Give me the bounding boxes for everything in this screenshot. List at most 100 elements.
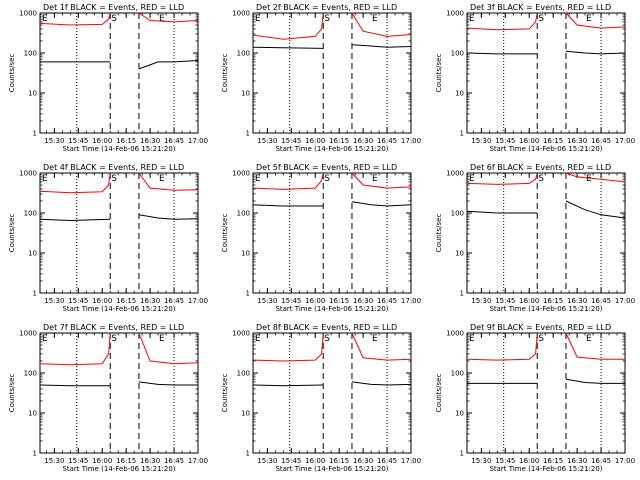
chart-panel: Det 3f BLACK = Events, RED = LLD 1 10 100 10…: [435, 3, 635, 153]
x-tick-label: 15:30: [471, 297, 491, 305]
marker-end-e: E: [586, 14, 592, 24]
marker-start-s: S: [538, 174, 544, 184]
marker-left-e: E: [469, 174, 475, 184]
marker-end-e: E: [372, 334, 378, 344]
x-axis-label: Start Time (14-Feb-06 15:21:20): [62, 465, 175, 473]
y-tick-label: 10: [241, 410, 250, 418]
x-tick-label: 16:45: [164, 297, 184, 305]
chart-panel: Det 6f BLACK = Events, RED = LLD 1 10 100 10…: [435, 163, 635, 313]
marker-end-e: E: [372, 14, 378, 24]
marker-start-s: S: [324, 174, 330, 184]
y-tick-label: 1: [246, 450, 250, 458]
x-axis-label: Start Time (14-Feb-06 15:21:20): [275, 305, 388, 313]
marker-left-e: E: [42, 14, 48, 24]
x-tick-label: 16:45: [164, 137, 184, 145]
x-tick-label: 15:45: [68, 297, 88, 305]
y-tick-label: 10: [455, 250, 464, 258]
x-tick-label: 15:45: [495, 457, 515, 465]
events-series-line: [39, 214, 199, 222]
x-tick-label: 17:00: [188, 457, 208, 465]
plot-frame: [252, 332, 412, 454]
marker-left-e: E: [469, 334, 475, 344]
marker-left-e: E: [255, 14, 261, 24]
y-tick-label: 100: [451, 370, 464, 378]
chart-title: Det 6f BLACK = Events, RED = LLD: [470, 163, 611, 172]
y-axis-label: Counts/sec: [8, 374, 16, 413]
marker-start-s: S: [111, 14, 117, 24]
events-series-line: [40, 60, 199, 70]
x-tick-label: 16:45: [377, 297, 397, 305]
chart-title: Det 8f BLACK = Events, RED = LLD: [256, 323, 397, 332]
x-axis-label: Start Time (14-Feb-06 15:21:20): [275, 145, 388, 153]
x-tick-label: 16:30: [140, 457, 160, 465]
x-tick-label: 15:45: [281, 457, 301, 465]
x-tick-label: 16:00: [305, 457, 325, 465]
lld-series-line: [466, 172, 626, 185]
x-tick-label: 15:30: [257, 297, 277, 305]
x-tick-label: 16:30: [353, 137, 373, 145]
x-tick-label: 16:00: [519, 297, 539, 305]
chart-title: Det 1f BLACK = Events, RED = LLD: [43, 3, 184, 12]
x-tick-label: 15:45: [68, 457, 88, 465]
x-tick-label: 17:00: [615, 297, 635, 305]
y-axis-label: Counts/sec: [435, 54, 443, 93]
x-axis-label: Start Time (14-Feb-06 15:21:20): [62, 305, 175, 313]
x-tick-label: 16:45: [164, 457, 184, 465]
chart-panel: Det 5f BLACK = Events, RED = LLD 1 10 100 10…: [221, 163, 421, 313]
lld-series-line: [466, 332, 625, 361]
marker-start-s: S: [111, 174, 117, 184]
x-tick-label: 16:45: [377, 457, 397, 465]
y-axis-label: Counts/sec: [221, 54, 229, 93]
plot-frame: [39, 12, 199, 134]
events-series-line: [252, 201, 412, 207]
events-series-line: [39, 381, 198, 387]
x-tick-label: 16:00: [305, 137, 325, 145]
y-tick-label: 1000: [19, 330, 37, 338]
y-axis-label: Counts/sec: [435, 374, 443, 413]
x-tick-label: 15:30: [44, 297, 64, 305]
x-tick-label: 16:00: [305, 297, 325, 305]
y-tick-label: 1: [246, 290, 250, 298]
chart-title: Det 7f BLACK = Events, RED = LLD: [43, 323, 184, 332]
chart-panel: Det 1f BLACK = Events, RED = LLD 1 10 100 10…: [8, 3, 208, 153]
marker-start-s: S: [111, 334, 117, 344]
y-tick-label: 100: [237, 50, 250, 58]
x-tick-label: 16:15: [116, 137, 136, 145]
marker-start-s: S: [538, 334, 544, 344]
events-series-line: [466, 50, 626, 55]
marker-left-e: E: [255, 174, 261, 184]
y-tick-label: 100: [24, 370, 37, 378]
marker-end-e: E: [372, 174, 378, 184]
y-tick-label: 100: [451, 210, 464, 218]
y-tick-label: 100: [237, 210, 250, 218]
y-tick-label: 100: [451, 50, 464, 58]
x-tick-label: 16:00: [92, 297, 112, 305]
y-tick-label: 100: [24, 50, 37, 58]
marker-end-e: E: [159, 14, 165, 24]
x-tick-label: 16:00: [519, 137, 539, 145]
marker-start-s: S: [324, 334, 330, 344]
y-tick-label: 10: [455, 90, 464, 98]
y-axis-label: Counts/sec: [435, 214, 443, 253]
x-tick-label: 16:30: [140, 297, 160, 305]
x-tick-label: 16:15: [543, 457, 563, 465]
plot-frame: [466, 332, 626, 454]
x-tick-label: 16:15: [116, 457, 136, 465]
x-tick-label: 16:30: [567, 297, 587, 305]
x-tick-label: 15:30: [471, 137, 491, 145]
y-tick-label: 1: [460, 130, 464, 138]
x-tick-label: 16:00: [519, 457, 539, 465]
marker-left-e: E: [42, 174, 48, 184]
y-tick-label: 100: [24, 210, 37, 218]
y-axis-label: Counts/sec: [8, 54, 16, 93]
x-tick-label: 15:30: [257, 137, 277, 145]
y-axis-label: Counts/sec: [221, 374, 229, 413]
y-tick-label: 10: [455, 410, 464, 418]
x-tick-label: 15:45: [68, 137, 88, 145]
chart-title: Det 5f BLACK = Events, RED = LLD: [256, 163, 397, 172]
x-tick-label: 16:30: [567, 457, 587, 465]
x-tick-label: 16:30: [353, 297, 373, 305]
x-tick-label: 17:00: [401, 137, 421, 145]
y-tick-label: 100: [237, 370, 250, 378]
